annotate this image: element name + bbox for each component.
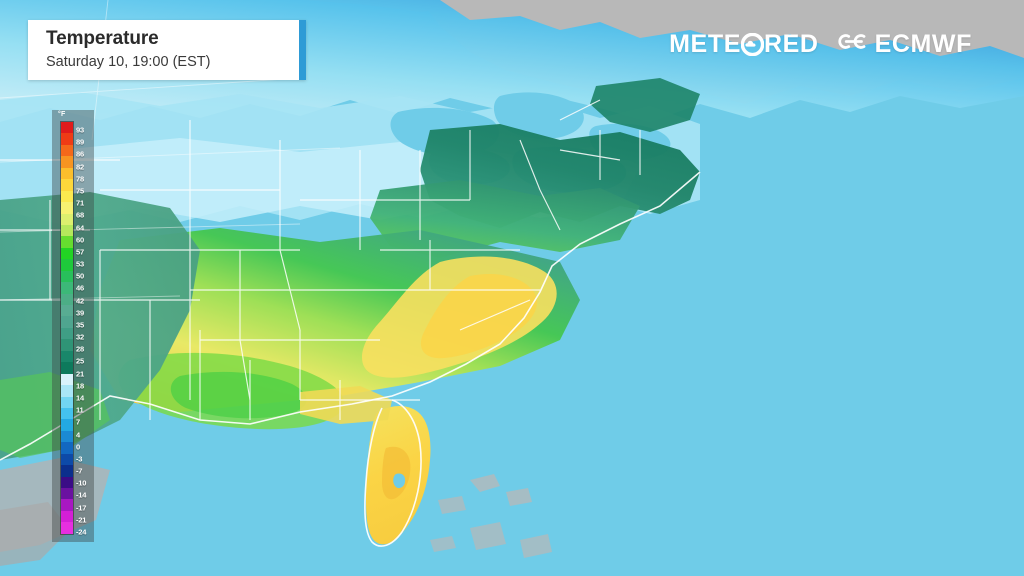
legend-tick-label: 39 (76, 308, 84, 318)
legend-swatch (61, 499, 73, 511)
legend-swatch (61, 202, 73, 214)
legend-tick-label: 53 (76, 259, 84, 269)
legend-swatch (61, 190, 73, 203)
legend-tick-label: -17 (76, 502, 87, 512)
legend-swatch (61, 442, 73, 454)
legend-swatch (61, 465, 73, 477)
legend-swatch (61, 316, 73, 328)
legend-tick-label: 28 (76, 344, 84, 354)
legend-swatch (61, 259, 73, 271)
legend-swatch (61, 179, 73, 191)
legend-tick-label: 71 (76, 198, 84, 208)
legend-tick-label: 89 (76, 137, 84, 147)
legend-tick-label: 25 (76, 356, 84, 366)
legend-tick-label: 11 (76, 405, 84, 415)
legend-swatch (61, 510, 73, 523)
legend-tick-label: 7 (76, 417, 80, 427)
legend-swatch (61, 453, 73, 466)
legend-swatch (61, 396, 73, 408)
page-title: Temperature (46, 28, 159, 50)
legend-swatch (61, 270, 73, 283)
legend-tick-label: 86 (76, 149, 84, 159)
legend-swatch (61, 419, 73, 431)
legend-swatch (61, 156, 73, 168)
legend-swatch (61, 522, 73, 534)
legend-swatch (61, 488, 73, 500)
legend-tick-label: 57 (76, 247, 84, 257)
legend-swatch (61, 339, 73, 351)
legend-tick-label: 46 (76, 283, 84, 293)
legend-tick-label: 32 (76, 332, 84, 342)
temperature-legend[interactable]: °F 93 89 86 82 78 75 71 68 64 60 57 53 50 46 42 39 35 32 2… (52, 110, 94, 542)
forecast-timestamp: Saturday 10, 19:00 (EST) (46, 54, 211, 70)
legend-swatch (61, 144, 73, 157)
legend-swatch (61, 327, 73, 340)
legend-swatch (61, 293, 73, 305)
legend-tick-label: 18 (76, 381, 84, 391)
legend-swatch (61, 167, 73, 180)
legend-swatch (61, 133, 73, 145)
legend-swatch (61, 385, 73, 397)
legend-tick-label: 14 (76, 393, 84, 403)
legend-swatch (61, 122, 73, 134)
legend-swatch (61, 224, 73, 237)
legend-swatch (61, 373, 73, 386)
legend-swatch (61, 430, 73, 443)
legend-tick-label: 4 (76, 429, 80, 439)
legend-tick-label: 50 (76, 271, 84, 281)
legend-tick-label: 75 (76, 186, 84, 196)
legend-tick-label: 35 (76, 320, 84, 330)
legend-tick-label: -7 (76, 466, 83, 476)
legend-swatch (61, 476, 73, 488)
legend-tick-label: -14 (76, 490, 87, 500)
legend-tick-label: 64 (76, 222, 84, 232)
legend-tick-label: 60 (76, 234, 84, 244)
legend-tick-labels: 93 89 86 82 78 75 71 68 64 60 57 53 50 46 42 39 35 32 28 25… (76, 121, 94, 535)
legend-swatch (61, 407, 73, 420)
legend-swatch (61, 350, 73, 363)
map-title-card: Temperature Saturday 10, 19:00 (EST) (28, 20, 306, 80)
legend-swatch (61, 213, 73, 225)
legend-color-bar (60, 121, 74, 535)
legend-unit-label: °F (58, 111, 66, 118)
legend-tick-label: 0 (76, 441, 80, 451)
legend-swatch (61, 282, 73, 294)
legend-swatch (61, 305, 73, 317)
legend-tick-label: 93 (76, 125, 84, 135)
legend-swatch (61, 362, 73, 374)
legend-tick-label: -24 (76, 527, 87, 537)
legend-tick-label: -3 (76, 454, 83, 464)
legend-tick-label: -21 (76, 515, 87, 525)
legend-tick-label: 68 (76, 210, 84, 220)
legend-tick-label: 82 (76, 161, 84, 171)
legend-tick-label: 21 (76, 368, 84, 378)
legend-swatch (61, 247, 73, 260)
legend-tick-label: 78 (76, 174, 84, 184)
legend-tick-label: 42 (76, 295, 84, 305)
legend-swatch (61, 236, 73, 248)
title-accent-bar (299, 20, 306, 80)
legend-tick-label: -10 (76, 478, 87, 488)
